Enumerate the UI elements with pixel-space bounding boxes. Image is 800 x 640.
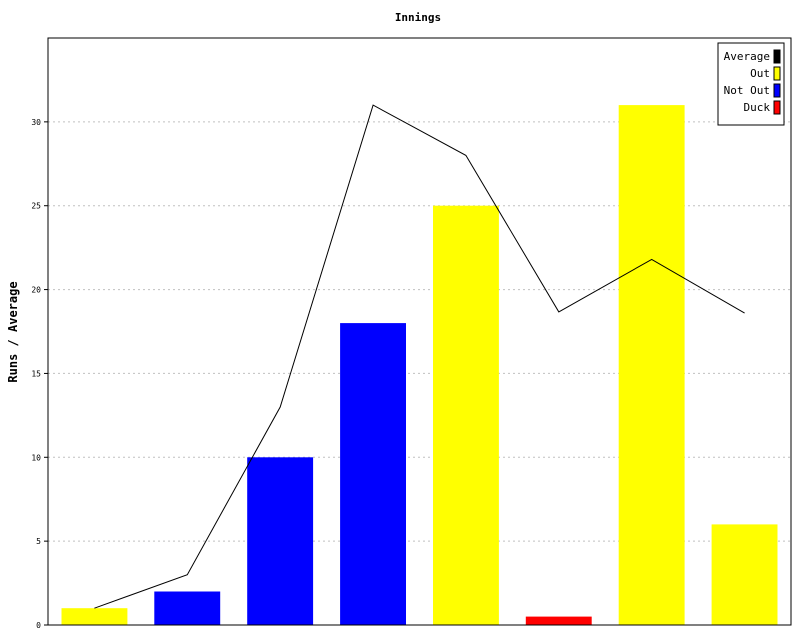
average-line-layer	[94, 104, 745, 609]
legend-box	[717, 42, 785, 126]
bar-out	[618, 105, 685, 626]
y-tick-label: 25	[31, 202, 41, 211]
bar-out	[711, 524, 778, 625]
chart-title: Innings	[395, 11, 441, 24]
legend-label: Out	[750, 67, 770, 80]
y-axis-label: Runs / Average	[6, 281, 20, 382]
legend-swatch	[773, 49, 781, 64]
bar-out	[61, 608, 128, 625]
y-tick-label: 15	[31, 369, 41, 378]
y-tick-label: 5	[36, 537, 41, 546]
grid-lines	[48, 121, 791, 542]
legend-swatch	[773, 83, 781, 98]
legend-label: Average	[724, 50, 770, 63]
bars	[61, 105, 778, 626]
legend-label: Duck	[744, 101, 771, 114]
y-tick-label: 0	[36, 621, 41, 630]
y-tick-label: 10	[31, 453, 41, 462]
plot-frame	[47, 37, 792, 626]
legend-swatch	[773, 66, 781, 81]
y-axis-ticks: 0 5 10 15 20 25 30	[31, 118, 48, 630]
legend-swatch	[773, 100, 781, 115]
bar-out	[433, 205, 499, 625]
y-tick-label: 30	[31, 118, 41, 127]
y-tick-label: 20	[31, 286, 41, 295]
legend: Average Out Not Out Duck	[717, 42, 785, 126]
bar-duck	[525, 616, 592, 625]
average-line	[94, 104, 745, 609]
legend-label: Not Out	[724, 84, 770, 97]
bar-not-out	[154, 591, 221, 625]
bar-not-out	[340, 323, 406, 625]
bar-not-out	[247, 457, 314, 625]
